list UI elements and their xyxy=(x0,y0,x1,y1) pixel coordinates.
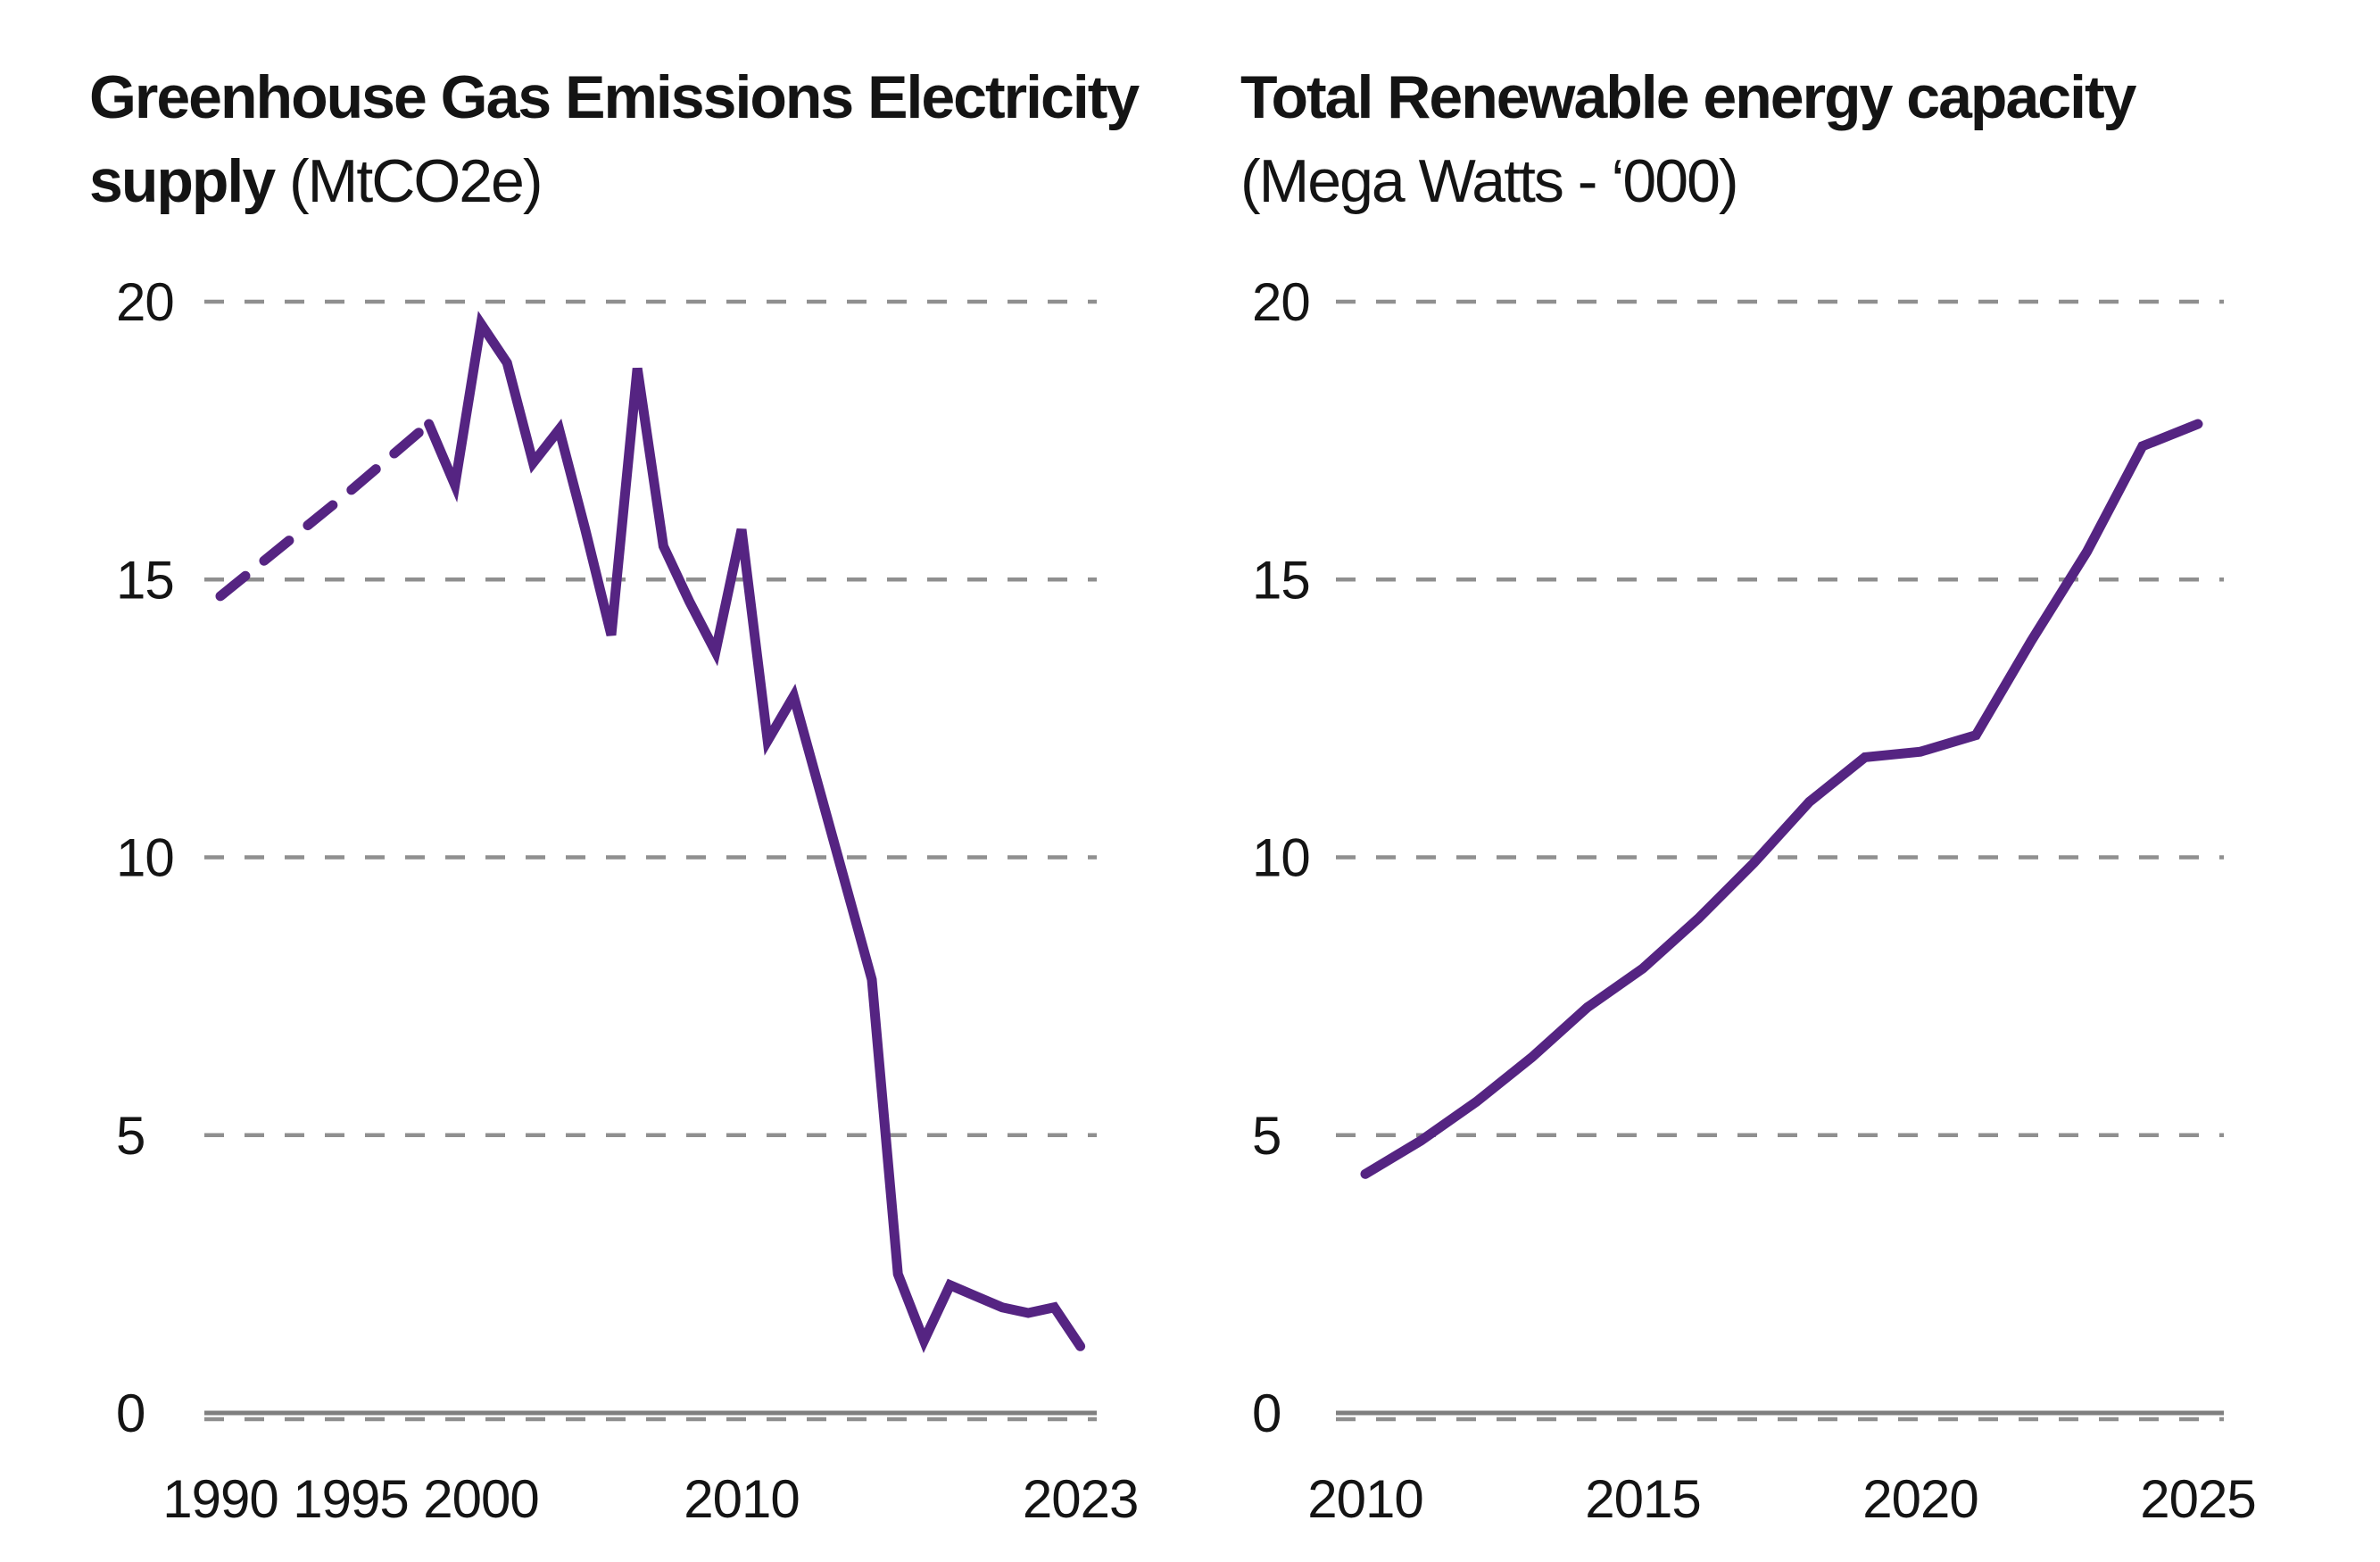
y-tick-label-10: 10 xyxy=(116,828,174,888)
x-tick-label-1990: 1990 xyxy=(162,1469,278,1529)
y-tick-label-0: 0 xyxy=(1252,1383,1281,1443)
right-chart-title: Total Renewable energy capacity (Mega Wa… xyxy=(1240,55,2136,223)
x-tick-label-2015: 2015 xyxy=(1585,1469,1700,1529)
x-tick-label-2023: 2023 xyxy=(1023,1469,1138,1529)
x-tick-label-2010: 2010 xyxy=(684,1469,799,1529)
y-tick-label-5: 5 xyxy=(1252,1106,1281,1166)
y-tick-label-5: 5 xyxy=(116,1106,145,1166)
left-chart-title-units: (MtCO2e) xyxy=(274,147,543,215)
right-chart-title-units: (Mega Watts - ‘000) xyxy=(1240,147,1739,215)
y-tick-label-20: 20 xyxy=(1252,272,1310,332)
right-chart-title-line1: Total Renewable energy capacity xyxy=(1240,63,2136,131)
x-tick-label-2025: 2025 xyxy=(2140,1469,2255,1529)
left-chart-title-line1: Greenhouse Gas Emissions Electricity xyxy=(89,63,1140,131)
x-tick-label-2020: 2020 xyxy=(1862,1469,1978,1529)
x-tick-label-1995: 1995 xyxy=(293,1469,408,1529)
y-tick-label-15: 15 xyxy=(116,550,174,610)
x-tick-label-2010: 2010 xyxy=(1307,1469,1422,1529)
series-line-total-renewable-capacity xyxy=(1360,419,2203,1179)
y-tick-label-15: 15 xyxy=(1252,550,1310,610)
y-tick-label-0: 0 xyxy=(116,1383,145,1443)
left-chart-title-line2-bold: supply xyxy=(89,147,276,215)
x-tick-label-2000: 2000 xyxy=(423,1469,538,1529)
left-chart-title: Greenhouse Gas Emissions Electricity sup… xyxy=(89,55,1140,223)
y-tick-label-20: 20 xyxy=(116,272,174,332)
y-tick-label-10: 10 xyxy=(1252,828,1310,888)
series-line-annual-1998-2023 xyxy=(424,311,1086,1354)
series-line-interpolated-1990-1998 xyxy=(215,419,435,602)
